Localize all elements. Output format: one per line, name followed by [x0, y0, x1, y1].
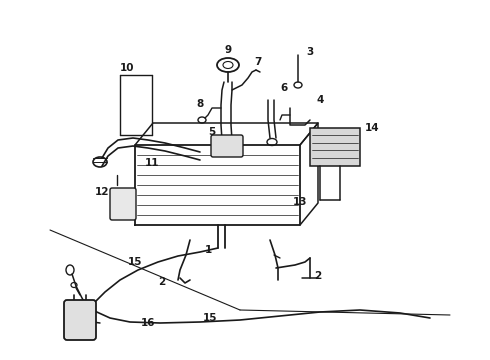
Text: 8: 8 — [196, 99, 204, 109]
Text: 12: 12 — [95, 187, 109, 197]
FancyBboxPatch shape — [64, 300, 96, 340]
Text: 15: 15 — [128, 257, 142, 267]
Text: 15: 15 — [203, 313, 217, 323]
Text: 16: 16 — [141, 318, 155, 328]
Text: 10: 10 — [120, 63, 134, 73]
Text: 4: 4 — [317, 95, 324, 105]
Text: 9: 9 — [224, 45, 232, 55]
FancyBboxPatch shape — [211, 135, 243, 157]
Text: 14: 14 — [365, 123, 379, 133]
Text: 2: 2 — [315, 271, 321, 281]
Text: 3: 3 — [306, 47, 314, 57]
Text: 2: 2 — [158, 277, 166, 287]
Text: 6: 6 — [280, 83, 288, 93]
Text: 5: 5 — [208, 127, 216, 137]
Text: 7: 7 — [254, 57, 262, 67]
Bar — [310, 128, 360, 166]
FancyBboxPatch shape — [110, 188, 136, 220]
Text: 1: 1 — [204, 245, 212, 255]
Text: 13: 13 — [293, 197, 307, 207]
Text: 11: 11 — [145, 158, 159, 168]
